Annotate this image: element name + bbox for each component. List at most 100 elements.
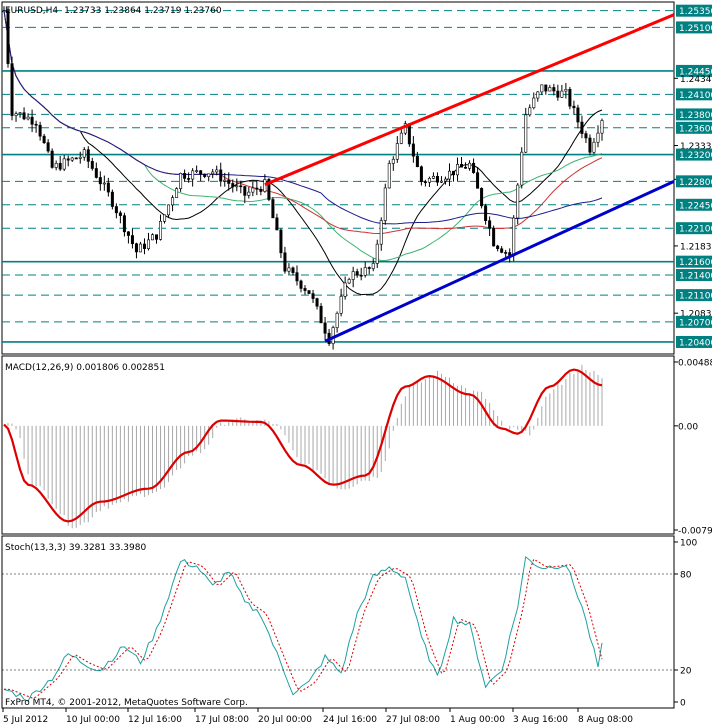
price-candle [343, 282, 347, 297]
price-levels [2, 10, 674, 343]
price-label-box [676, 175, 712, 188]
price-label: 1.21600 [679, 258, 712, 268]
price-candle [54, 163, 58, 168]
time-label: 17 Jul 08:00 [195, 715, 249, 725]
price-candle [492, 228, 496, 247]
price-candle [556, 90, 560, 98]
price-candle [528, 107, 532, 116]
price-candle [456, 164, 460, 176]
price-candle [267, 179, 271, 200]
macd-axis: 0.00488 0.00 -0.00796 [674, 359, 712, 537]
price-candle [231, 183, 235, 188]
price-candle [387, 163, 391, 189]
macd-histogram [3, 364, 603, 529]
price-candle [323, 322, 327, 334]
price-label: 1.20700 [679, 318, 712, 328]
price-candle [303, 288, 307, 291]
stoch-signal-line [4, 558, 603, 699]
price-candle [552, 87, 556, 92]
price-candle [307, 290, 311, 294]
macd-panel-frame [1, 355, 675, 535]
price-candle [183, 173, 187, 179]
price-candle [572, 105, 576, 109]
price-candle [259, 189, 263, 192]
price-candle [122, 215, 126, 233]
price-candle [536, 91, 540, 99]
price-candle [10, 63, 14, 116]
price-candle [70, 157, 74, 161]
price-candle [62, 158, 66, 170]
price-candle [439, 180, 443, 183]
price-candle [199, 170, 203, 175]
price-label-box [676, 148, 712, 161]
price-candle [532, 97, 536, 109]
price-candle [138, 243, 142, 253]
time-label: 1 Aug 00:00 [450, 715, 505, 725]
price-candle [488, 220, 492, 229]
price-candle [496, 245, 500, 250]
price-candle [110, 191, 114, 207]
price-candle [311, 293, 315, 299]
price-candle [106, 182, 110, 193]
price-label-box [676, 88, 712, 101]
price-label: 1.22450 [679, 201, 712, 211]
price-candle [219, 169, 223, 182]
price-candle [187, 178, 191, 180]
price-label-box [676, 315, 712, 328]
macd-axis-label: -0.00796 [678, 527, 712, 537]
time-axis: 5 Jul 2012 10 Jul 00:00 12 Jul 16:00 17 Jul… [2, 708, 633, 725]
price-candle [203, 173, 207, 177]
price-label: 1.20830 [680, 310, 712, 320]
price-candle [476, 172, 480, 189]
price-label: 1.24100 [679, 91, 712, 101]
price-candle [299, 280, 303, 289]
price-candle [2, 10, 6, 13]
price-candle [163, 214, 167, 222]
price-candle [407, 123, 411, 145]
stoch-axis-label: 100 [680, 539, 697, 549]
price-candle [592, 141, 596, 153]
price-candle [46, 142, 50, 152]
price-label: 1.24340 [680, 75, 712, 85]
price-label: 1.24450 [679, 67, 712, 77]
price-candle [427, 178, 431, 183]
price-candle [86, 149, 90, 162]
price-candle [243, 186, 247, 196]
stoch-lines [3, 555, 603, 702]
price-candle [548, 87, 552, 92]
price-label-box [676, 21, 712, 34]
price-candle [271, 199, 275, 219]
price-candle [512, 217, 516, 256]
price-label: 1.23800 [679, 111, 712, 121]
price-candle [419, 166, 423, 183]
support-trendline [324, 179, 675, 343]
price-candle [38, 124, 42, 137]
time-label: 10 Jul 00:00 [66, 715, 120, 725]
price-candle [223, 179, 227, 182]
price-candle [480, 188, 484, 207]
price-panel-frame [1, 1, 675, 355]
price-candle [435, 175, 439, 183]
price-label: 1.21100 [679, 292, 712, 302]
price-candle [415, 155, 419, 168]
price-label: 1.21400 [679, 272, 712, 282]
price-candle [251, 187, 255, 193]
price-candle [500, 248, 504, 253]
price-bars [2, 6, 604, 350]
price-candle [118, 212, 122, 216]
price-candle [146, 239, 150, 249]
price-candle [98, 177, 102, 185]
price-candle [30, 116, 34, 125]
price-candle [596, 132, 600, 143]
price-candle [339, 296, 343, 314]
price-candle [367, 267, 371, 269]
price-label-box [676, 4, 712, 17]
price-candle [247, 191, 251, 196]
price-label-box [676, 108, 712, 121]
price-candle [379, 220, 383, 245]
price-candle [460, 164, 464, 168]
price-candle [484, 205, 488, 221]
price-candle [255, 187, 259, 190]
price-candle [239, 185, 243, 188]
